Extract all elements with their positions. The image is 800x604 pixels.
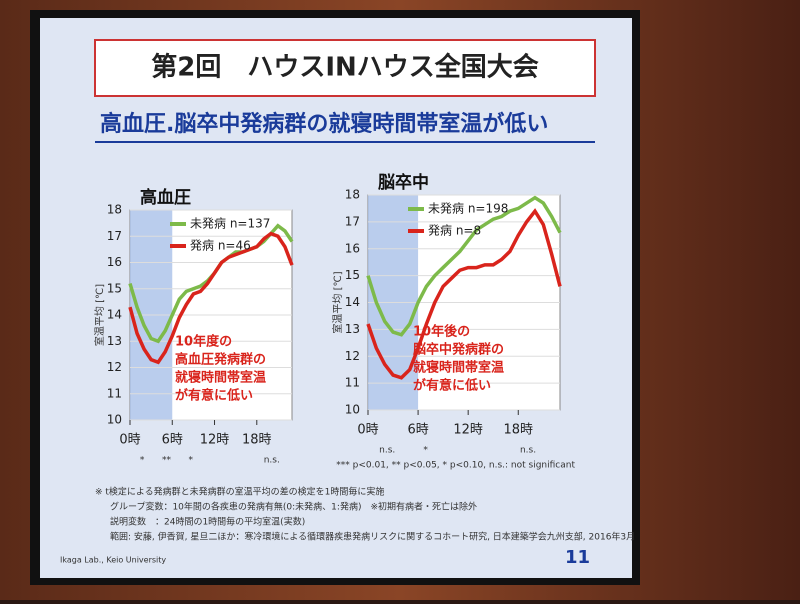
annotation: 就寝時間帯室温	[175, 370, 266, 386]
annotation: が有意に低い	[413, 378, 491, 394]
footnote: *** p<0.01, ** p<0.05, * p<0.10, n.s.: n…	[336, 461, 575, 471]
y-tick-label: 16	[345, 241, 360, 255]
significance: n.s.	[379, 446, 395, 456]
y-axis-label: 室温平均 [℃]	[331, 271, 344, 333]
x-tick-label: 12時	[200, 433, 230, 448]
series-line	[128, 231, 294, 365]
legend-label: 発病 n=46	[190, 238, 251, 253]
y-tick-label: 15	[345, 268, 360, 282]
y-tick-label: 18	[107, 203, 122, 217]
y-tick-label: 10	[107, 413, 122, 427]
chart-title: 脳卒中	[378, 172, 429, 193]
x-tick-label: 0時	[357, 423, 378, 438]
series-line	[366, 208, 562, 380]
y-tick-label: 11	[107, 386, 122, 400]
legend-label: 未発病 n=198	[428, 201, 508, 216]
annotation: 脳卒中発病群の	[413, 342, 504, 358]
significance: *	[423, 446, 428, 456]
annotation: 10年度の	[175, 334, 232, 350]
y-tick-label: 12	[107, 360, 122, 374]
page-number: 11	[565, 547, 590, 568]
legend-label: 発病 n=8	[428, 223, 481, 238]
significance: **	[162, 456, 172, 466]
legend-label: 未発病 n=137	[190, 216, 270, 231]
annotation: 就寝時間帯室温	[413, 360, 504, 376]
y-tick-label: 11	[345, 376, 360, 390]
y-tick-label: 15	[107, 281, 122, 295]
note-line: 範囲: 安藤, 伊香賀, 星旦二ほか：寒冷環境による循環器疾患発病リスクに関する…	[110, 531, 635, 543]
y-tick-label: 13	[345, 322, 360, 336]
x-tick-label: 6時	[162, 433, 183, 448]
significance: *	[140, 456, 145, 466]
note-line: グループ変数：10年間の各疾患の発病有無(0:未発病、1:発病) ※初期有病者・…	[110, 501, 477, 513]
slide-title: 高血圧.脳卒中発病群の就寝時間帯室温が低い	[100, 111, 548, 137]
x-tick-label: 18時	[503, 423, 533, 438]
significance: n.s.	[264, 456, 280, 466]
series-line	[366, 195, 562, 337]
y-axis-label: 室温平均 [℃]	[93, 284, 106, 346]
significance: *	[189, 456, 194, 466]
note-line: ※ t検定による発病群と未発病群の室温平均の差の検定を1時間毎に実施	[95, 486, 384, 498]
header-box	[94, 39, 596, 97]
y-tick-label: 16	[107, 255, 122, 269]
y-tick-label: 14	[107, 308, 122, 322]
y-tick-label: 17	[107, 229, 122, 243]
x-tick-label: 12時	[453, 423, 483, 438]
y-tick-label: 17	[345, 214, 360, 228]
y-tick-label: 13	[107, 334, 122, 348]
note-line: 説明変数 ：24時間の1時間毎の平均室温(実数)	[110, 516, 305, 528]
header: 第2回 ハウスINハウス全国大会	[151, 52, 539, 83]
y-tick-label: 18	[345, 188, 360, 202]
annotation: 高血圧発病群の	[175, 352, 266, 368]
chart-title: 高血圧	[140, 187, 191, 208]
x-tick-label: 6時	[407, 423, 428, 438]
x-tick-label: 0時	[119, 433, 140, 448]
y-tick-label: 12	[345, 349, 360, 363]
y-tick-label: 10	[345, 403, 360, 417]
y-tick-label: 14	[345, 295, 360, 309]
lab: Ikaga Lab., Keio University	[60, 556, 166, 565]
x-tick-label: 18時	[242, 433, 272, 448]
significance: n.s.	[520, 446, 536, 456]
annotation: が有意に低い	[175, 388, 253, 404]
annotation: 10年後の	[413, 324, 470, 340]
